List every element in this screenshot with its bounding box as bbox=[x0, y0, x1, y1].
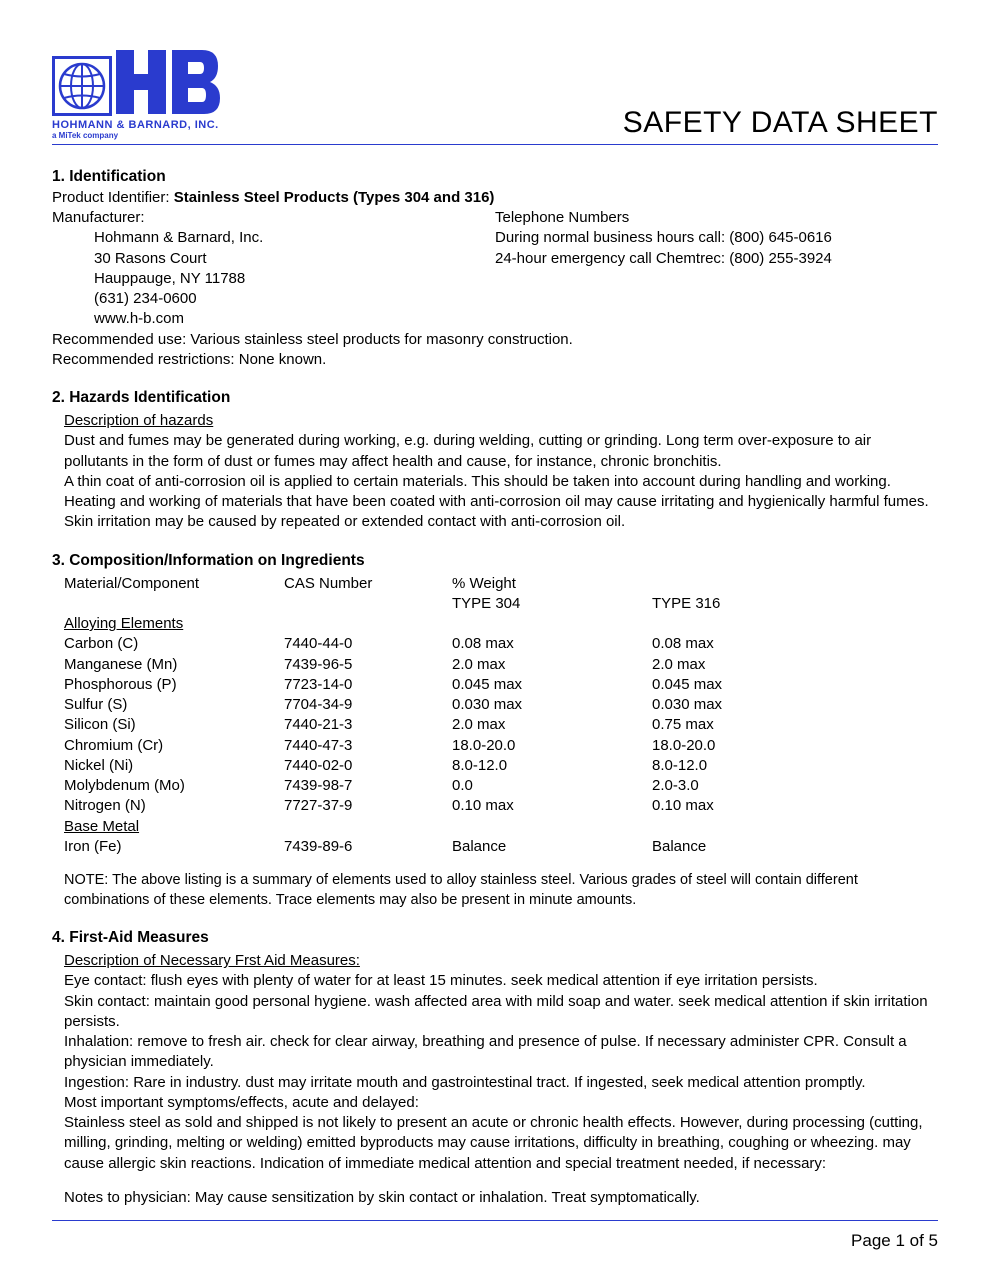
cell-t316: Balance bbox=[652, 837, 938, 857]
header-material: Material/Component bbox=[64, 574, 284, 594]
telephone-line-1: During normal business hours call: (800)… bbox=[495, 228, 938, 248]
cell-t316: 2.0-3.0 bbox=[652, 776, 938, 796]
table-header-row: Material/Component CAS Number % Weight bbox=[64, 574, 938, 594]
cell-cas: 7439-98-7 bbox=[284, 776, 452, 796]
cell-t316: 0.08 max bbox=[652, 634, 938, 654]
cell-t304: 2.0 max bbox=[452, 655, 652, 675]
recommended-use: Recommended use: Various stainless steel… bbox=[52, 330, 938, 350]
manufacturer-line-5: www.h-b.com bbox=[94, 309, 495, 329]
cell-t316: 0.030 max bbox=[652, 695, 938, 715]
cell-material: Molybdenum (Mo) bbox=[64, 776, 284, 796]
cell-t304: Balance bbox=[452, 837, 652, 857]
product-identifier-line: Product Identifier: Stainless Steel Prod… bbox=[52, 188, 938, 208]
cell-cas: 7727-37-9 bbox=[284, 796, 452, 816]
cell-material: Carbon (C) bbox=[64, 634, 284, 654]
cell-material: Iron (Fe) bbox=[64, 837, 284, 857]
manufacturer-label: Manufacturer: bbox=[52, 208, 495, 228]
composition-note: NOTE: The above listing is a summary of … bbox=[52, 871, 938, 910]
table-row: Phosphorous (P)7723-14-00.045 max0.045 m… bbox=[64, 675, 938, 695]
base-metal-label: Base Metal bbox=[64, 817, 284, 837]
cell-cas: 7439-89-6 bbox=[284, 837, 452, 857]
firstaid-ingestion: Ingestion: Rare in industry. dust may ir… bbox=[64, 1073, 938, 1093]
cell-material: Phosphorous (P) bbox=[64, 675, 284, 695]
header-weight: % Weight bbox=[452, 574, 652, 594]
hazards-p2: A thin coat of anti-corrosion oil is app… bbox=[64, 472, 938, 533]
table-row: Manganese (Mn)7439-96-52.0 max2.0 max bbox=[64, 655, 938, 675]
cell-cas: 7440-44-0 bbox=[284, 634, 452, 654]
section-4-title: 4. First-Aid Measures bbox=[52, 928, 938, 949]
hb-letters-icon bbox=[112, 48, 222, 116]
table-type-row: TYPE 304 TYPE 316 bbox=[64, 594, 938, 614]
alloying-elements-label: Alloying Elements bbox=[64, 614, 284, 634]
section-2-title: 2. Hazards Identification bbox=[52, 388, 938, 409]
cell-t304: 8.0-12.0 bbox=[452, 756, 652, 776]
cell-t304: 18.0-20.0 bbox=[452, 736, 652, 756]
telephone-label: Telephone Numbers bbox=[495, 208, 938, 228]
manufacturer-line-4: (631) 234-0600 bbox=[94, 289, 495, 309]
table-row: Iron (Fe) 7439-89-6 Balance Balance bbox=[64, 837, 938, 857]
cell-t316: 18.0-20.0 bbox=[652, 736, 938, 756]
table-row: Nitrogen (N)7727-37-90.10 max0.10 max bbox=[64, 796, 938, 816]
page-number: Page 1 of 5 bbox=[851, 1231, 938, 1250]
product-value: Stainless Steel Products (Types 304 and … bbox=[174, 189, 495, 206]
firstaid-subheading: Description of Necessary Frst Aid Measur… bbox=[64, 951, 938, 971]
table-row: Sulfur (S)7704-34-90.030 max0.030 max bbox=[64, 695, 938, 715]
header-type-316: TYPE 316 bbox=[652, 594, 938, 614]
table-row: Chromium (Cr)7440-47-318.0-20.018.0-20.0 bbox=[64, 736, 938, 756]
globe-icon bbox=[52, 56, 112, 116]
document-header: HOHMANN & BARNARD, INC. a MiTek company … bbox=[52, 48, 938, 145]
manufacturer-line-3: Hauppauge, NY 11788 bbox=[94, 269, 495, 289]
header-type-304: TYPE 304 bbox=[452, 594, 652, 614]
cell-material: Manganese (Mn) bbox=[64, 655, 284, 675]
document-title: SAFETY DATA SHEET bbox=[623, 106, 938, 140]
manufacturer-line-2: 30 Rasons Court bbox=[94, 249, 495, 269]
telephone-line-2: 24-hour emergency call Chemtrec: (800) 2… bbox=[495, 249, 938, 269]
cell-t316: 2.0 max bbox=[652, 655, 938, 675]
header-cas: CAS Number bbox=[284, 574, 452, 594]
firstaid-eye: Eye contact: flush eyes with plenty of w… bbox=[64, 971, 938, 991]
page-footer: Page 1 of 5 bbox=[52, 1220, 938, 1251]
section-1-title: 1. Identification bbox=[52, 167, 938, 188]
firstaid-symptoms-label: Most important symptoms/effects, acute a… bbox=[64, 1093, 938, 1113]
firstaid-skin: Skin contact: maintain good personal hyg… bbox=[64, 992, 938, 1033]
cell-cas: 7440-21-3 bbox=[284, 715, 452, 735]
section-3-title: 3. Composition/Information on Ingredient… bbox=[52, 551, 938, 572]
cell-t316: 8.0-12.0 bbox=[652, 756, 938, 776]
firstaid-symptoms: Stainless steel as sold and shipped is n… bbox=[64, 1113, 938, 1174]
cell-material: Chromium (Cr) bbox=[64, 736, 284, 756]
cell-material: Silicon (Si) bbox=[64, 715, 284, 735]
hazards-subheading: Description of hazards bbox=[64, 411, 938, 431]
cell-cas: 7723-14-0 bbox=[284, 675, 452, 695]
cell-t304: 0.0 bbox=[452, 776, 652, 796]
cell-material: Nickel (Ni) bbox=[64, 756, 284, 776]
cell-t304: 0.08 max bbox=[452, 634, 652, 654]
table-row: Silicon (Si)7440-21-32.0 max0.75 max bbox=[64, 715, 938, 735]
firstaid-inhalation: Inhalation: remove to fresh air. check f… bbox=[64, 1032, 938, 1073]
recommended-restrictions: Recommended restrictions: None known. bbox=[52, 350, 938, 370]
cell-t304: 0.045 max bbox=[452, 675, 652, 695]
cell-t304: 0.10 max bbox=[452, 796, 652, 816]
cell-t316: 0.10 max bbox=[652, 796, 938, 816]
hazards-p1: Dust and fumes may be generated during w… bbox=[64, 431, 938, 472]
company-sub: a MiTek company bbox=[52, 131, 222, 140]
cell-t304: 2.0 max bbox=[452, 715, 652, 735]
table-row: Carbon (C)7440-44-00.08 max0.08 max bbox=[64, 634, 938, 654]
product-label: Product Identifier: bbox=[52, 189, 174, 206]
company-logo-block: HOHMANN & BARNARD, INC. a MiTek company bbox=[52, 48, 222, 140]
cell-cas: 7439-96-5 bbox=[284, 655, 452, 675]
cell-cas: 7704-34-9 bbox=[284, 695, 452, 715]
cell-material: Sulfur (S) bbox=[64, 695, 284, 715]
cell-t316: 0.045 max bbox=[652, 675, 938, 695]
cell-cas: 7440-02-0 bbox=[284, 756, 452, 776]
firstaid-notes: Notes to physician: May cause sensitizat… bbox=[64, 1188, 938, 1208]
cell-cas: 7440-47-3 bbox=[284, 736, 452, 756]
table-row: Nickel (Ni)7440-02-08.0-12.08.0-12.0 bbox=[64, 756, 938, 776]
composition-table: Material/Component CAS Number % Weight T… bbox=[52, 574, 938, 858]
cell-t316: 0.75 max bbox=[652, 715, 938, 735]
table-row: Molybdenum (Mo)7439-98-70.02.0-3.0 bbox=[64, 776, 938, 796]
company-name: HOHMANN & BARNARD, INC. bbox=[52, 119, 222, 131]
cell-material: Nitrogen (N) bbox=[64, 796, 284, 816]
cell-t304: 0.030 max bbox=[452, 695, 652, 715]
manufacturer-line-1: Hohmann & Barnard, Inc. bbox=[94, 228, 495, 248]
